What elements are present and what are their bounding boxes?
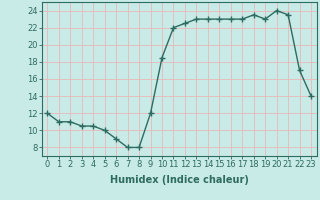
X-axis label: Humidex (Indice chaleur): Humidex (Indice chaleur) (110, 175, 249, 185)
